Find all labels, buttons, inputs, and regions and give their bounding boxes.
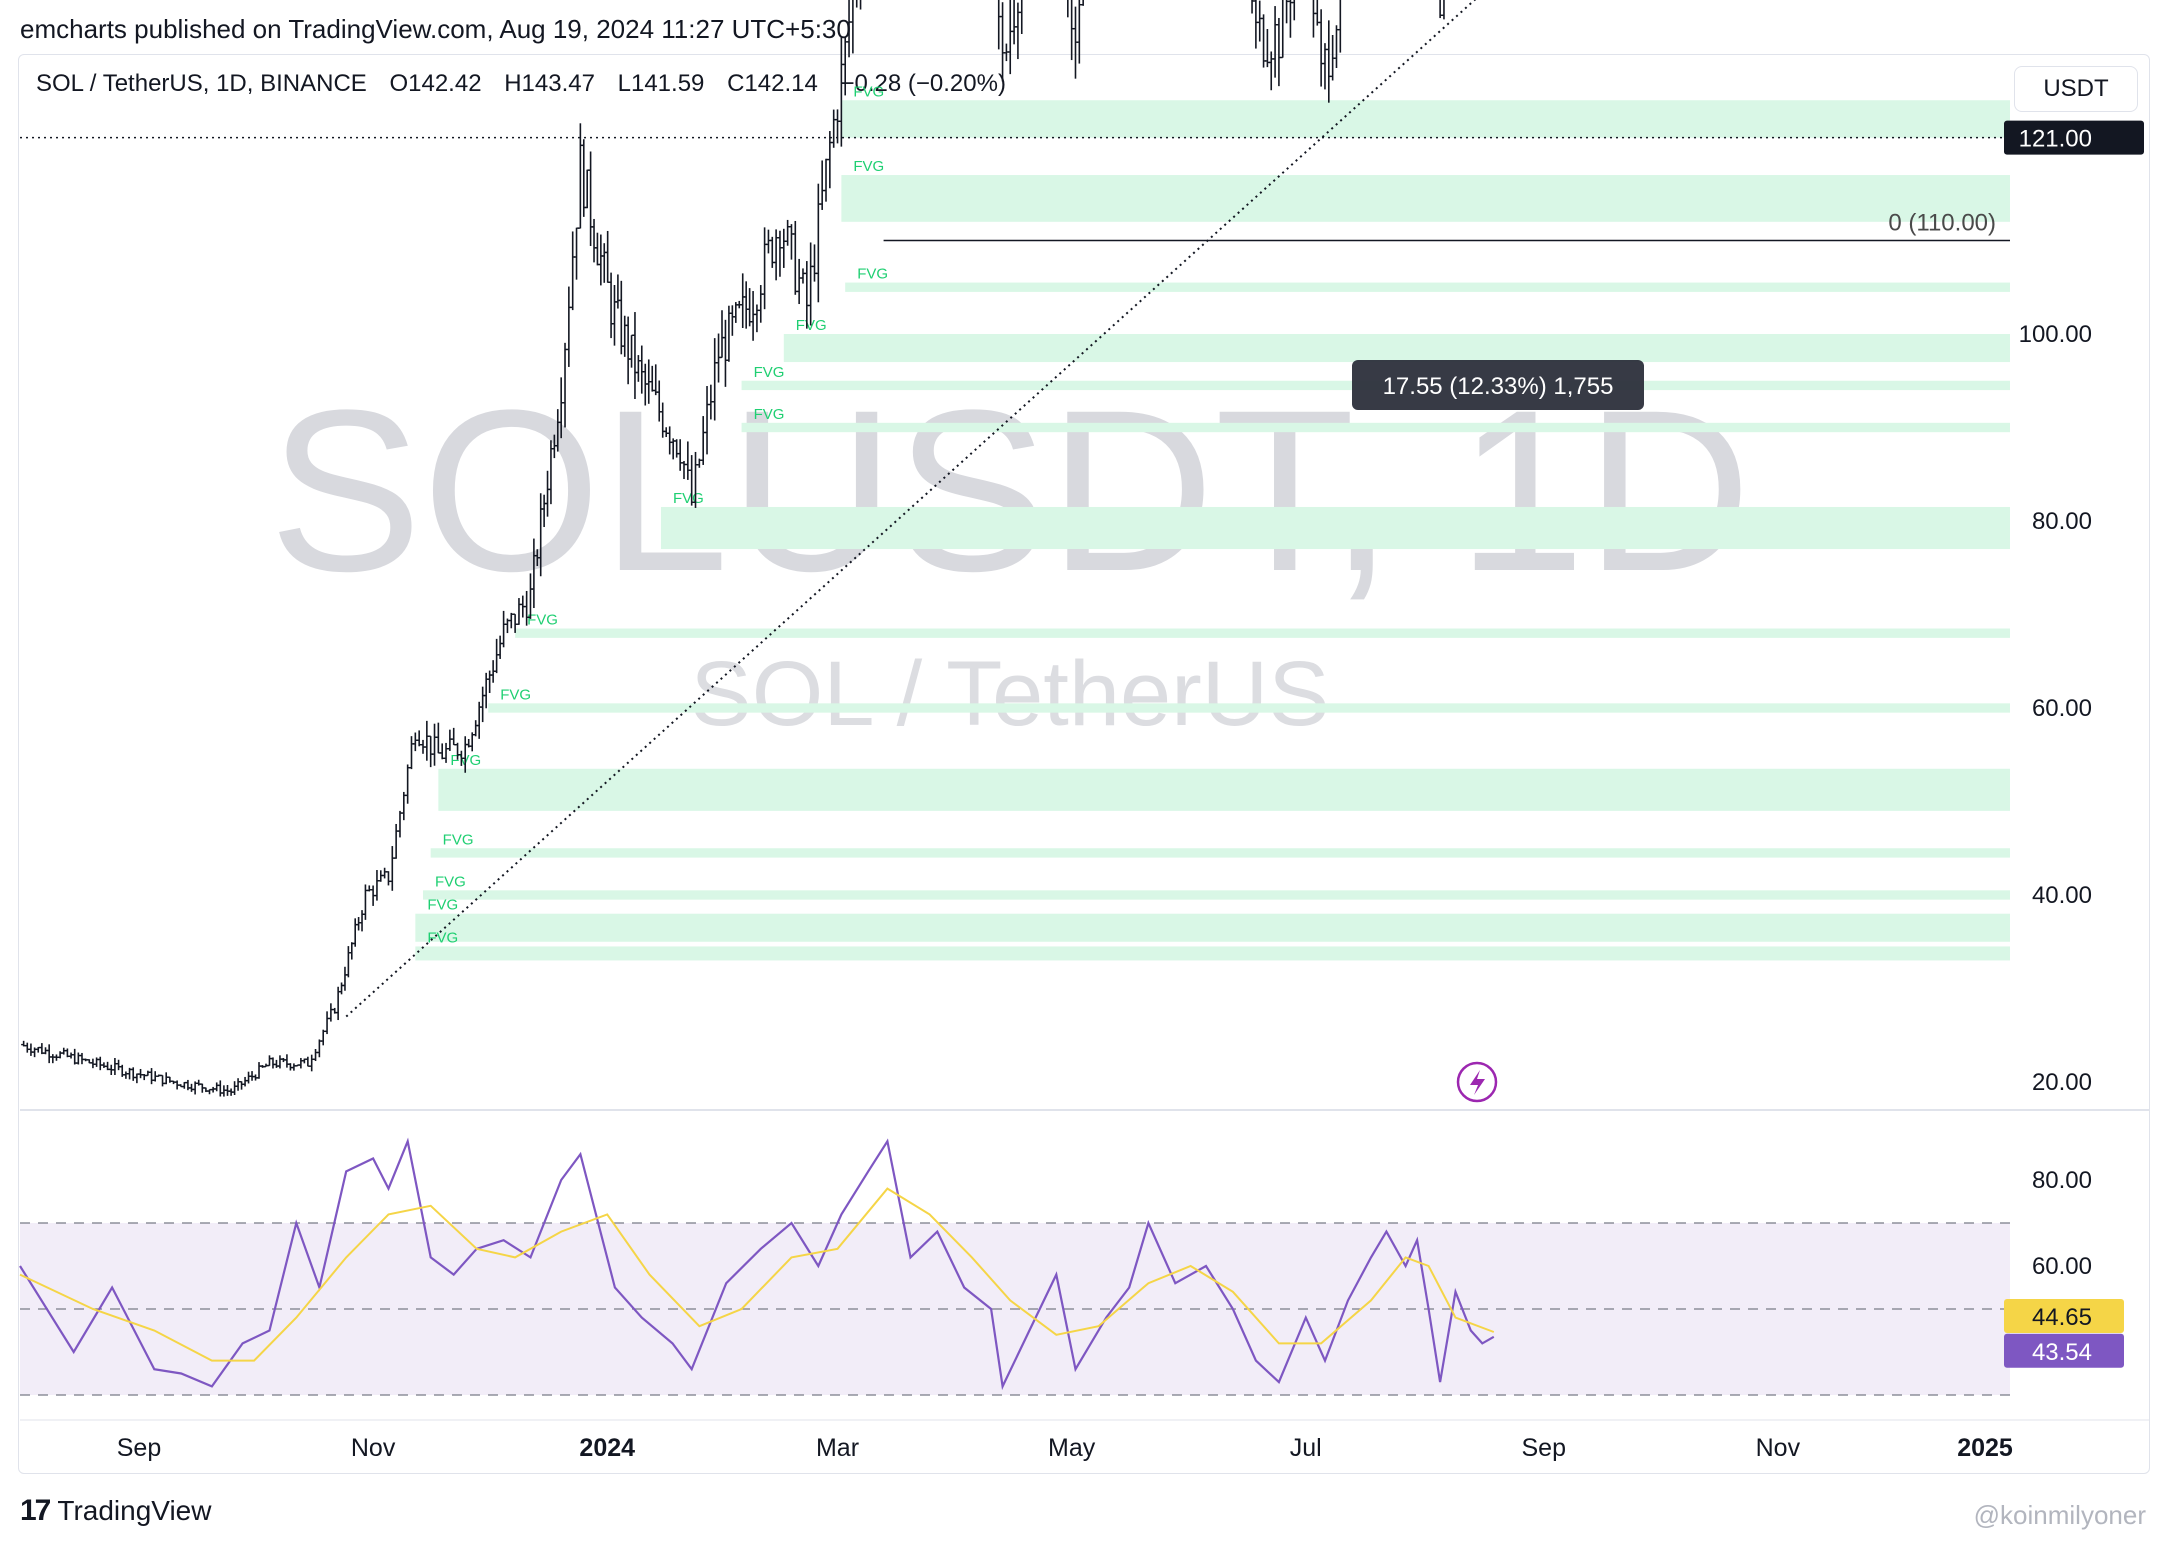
currency-button[interactable]: USDT — [2014, 66, 2138, 112]
time-tick-label: Nov — [351, 1434, 396, 1462]
time-tick-label: 2024 — [579, 1434, 635, 1462]
price-tick-label: 60.00 — [2032, 695, 2092, 722]
fvg-label: FVG — [796, 317, 827, 334]
publish-header: emcharts published on TradingView.com, A… — [20, 14, 851, 44]
fvg-zone — [841, 100, 2010, 138]
ohlc-low: L141.59 — [617, 70, 705, 97]
fvg-label: FVG — [857, 266, 888, 283]
candles-group — [21, 0, 1445, 1097]
symbol-name[interactable]: SOL / TetherUS, 1D, BINANCE — [36, 70, 367, 97]
measure-label: 17.55 (12.33%) 1,755 — [1383, 373, 1614, 400]
fvg-label: FVG — [754, 406, 785, 423]
fvg-zone — [660, 506, 2010, 550]
rsi-series-line — [19, 1187, 1495, 1362]
fvg-zone — [841, 175, 2010, 222]
price-tick-label: 100.00 — [2019, 321, 2092, 348]
time-tick-label: May — [1048, 1434, 1096, 1462]
level-price-tag — [2004, 120, 2144, 155]
fvg-label: FVG — [853, 158, 884, 175]
fvg-label: FVG — [527, 612, 558, 629]
rsi-tick-label: 80.00 — [2032, 1167, 2092, 1194]
fvg-zone — [488, 703, 2010, 713]
fvg-zone — [741, 422, 2010, 433]
fib-level-label: 0 (110.00) — [1888, 210, 1996, 237]
price-tick-label: 20.00 — [2032, 1069, 2092, 1096]
fvg-label: FVG — [853, 83, 884, 100]
tv-logo-icon: 17 — [20, 1494, 51, 1527]
chart-frame — [18, 54, 2150, 1474]
fvg-label: FVG — [427, 929, 458, 946]
rsi-tick-label: 60.00 — [2032, 1253, 2092, 1280]
fvg-label: FVG — [754, 364, 785, 381]
ohlc-high: H143.47 — [504, 70, 595, 97]
measure-label-box — [1352, 360, 1644, 410]
symbol-legend: SOL / TetherUS, 1D, BINANCE O142.42 H143… — [36, 70, 1022, 98]
tradingview-logo[interactable]: 17 TradingView — [20, 1494, 211, 1528]
fvg-zone — [515, 628, 2011, 638]
rsi-value-tag — [2004, 1333, 2124, 1368]
level-price-label: 121.00 — [2019, 126, 2092, 153]
fvg-zone — [783, 334, 2010, 363]
fvg-label: FVG — [435, 873, 466, 890]
fvg-zone — [438, 768, 2010, 811]
lightning-icon[interactable] — [1456, 1061, 1498, 1103]
time-tick-label: 2025 — [1957, 1434, 2013, 1462]
time-tick-label: Mar — [816, 1434, 859, 1462]
rsi-value-tag — [2004, 1299, 2124, 1334]
time-tick-label: Jul — [1290, 1434, 1322, 1462]
watermark-small: SOL / TetherUS — [690, 643, 1329, 745]
fvg-zone — [423, 890, 2011, 900]
fvg-label: FVG — [427, 897, 458, 914]
fvg-zone — [415, 913, 2010, 942]
fvg-zone — [415, 946, 2010, 961]
fvg-label: FVG — [443, 831, 474, 848]
credit-watermark: @koinmilyoner — [1973, 1500, 2146, 1530]
ohlc-open: O142.42 — [389, 70, 482, 97]
lightning-icon-bolt — [1470, 1070, 1485, 1095]
fvg-zone — [430, 848, 2010, 858]
rsi-value-label: 44.65 — [2032, 1304, 2092, 1331]
time-tick-label: Sep — [117, 1434, 161, 1462]
ohlc-change: −0.28 (−0.20%) — [840, 70, 1006, 97]
fvg-label: FVG — [673, 490, 704, 507]
ohlc-close: C142.14 — [727, 70, 818, 97]
rsi-value-label: 43.54 — [2032, 1339, 2092, 1366]
price-tick-label: 80.00 — [2032, 508, 2092, 535]
time-tick-label: Sep — [1522, 1434, 1566, 1462]
fvg-zone — [845, 282, 2010, 292]
brand-name: TradingView — [57, 1495, 212, 1526]
price-tick-label: 40.00 — [2032, 882, 2092, 909]
time-tick-label: Nov — [1756, 1434, 1801, 1462]
fvg-label: FVG — [500, 686, 531, 703]
rsi-series-line — [19, 1137, 1495, 1391]
